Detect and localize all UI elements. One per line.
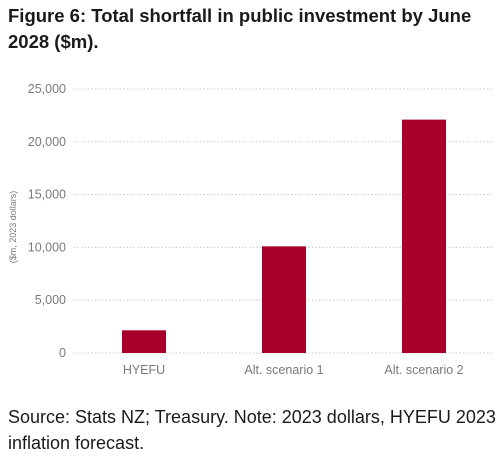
figure-number: Figure 6:	[8, 5, 87, 26]
y-tick-label: 5,000	[35, 293, 66, 307]
y-tick-label: 25,000	[28, 82, 66, 96]
y-axis-ticks: 0 5,000 10,000 15,000 20,000 25,000	[28, 82, 66, 360]
chart-title: Figure 6: Total shortfall in public inve…	[8, 3, 496, 55]
bar	[122, 330, 166, 353]
x-tick-label: Alt. scenario 1	[244, 363, 323, 377]
x-axis-ticks: HYEFU Alt. scenario 1 Alt. scenario 2	[123, 363, 464, 377]
bar	[262, 246, 306, 353]
bars	[122, 119, 446, 354]
y-axis-label: ($m, 2023 dollars)	[8, 191, 18, 264]
y-tick-label: 15,000	[28, 188, 66, 202]
title-text: Total shortfall in public investment by …	[8, 5, 472, 52]
y-tick-label: 0	[59, 346, 66, 360]
x-tick-label: HYEFU	[123, 363, 165, 377]
x-tick-label: Alt. scenario 2	[384, 363, 463, 377]
bar	[402, 119, 446, 354]
y-tick-label: 10,000	[28, 240, 66, 254]
y-tick-label: 20,000	[28, 135, 66, 149]
source-note: Source: Stats NZ; Treasury. Note: 2023 d…	[8, 407, 496, 453]
